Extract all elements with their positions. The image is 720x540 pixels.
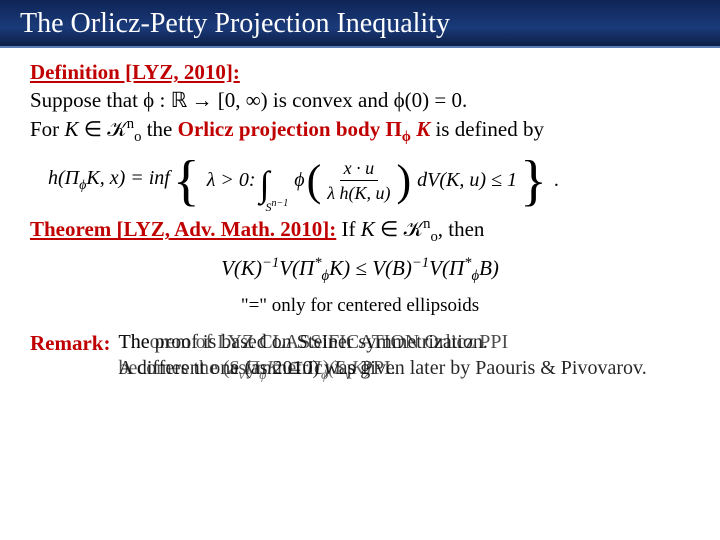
theorem-block: Theorem [LYZ, Adv. Math. 2010]: If K ∈ 𝒦… bbox=[30, 215, 690, 248]
def-in: ∈ bbox=[78, 117, 107, 141]
def-emph: Orlicz projection body Πϕ K bbox=[178, 117, 431, 141]
thm-in: ∈ bbox=[375, 217, 404, 241]
theorem-inequality: V(K)−1V(Π*ϕK) ≤ V(B)−1V(Π*ϕB) bbox=[30, 254, 690, 287]
def-K: K bbox=[64, 117, 78, 141]
frac-den: λ h(K, u) bbox=[323, 181, 394, 205]
remark-layer2a: Theorem of LYZ CLASSIFICATION Orlicz PPI bbox=[118, 331, 508, 353]
def-line2-prefix: For bbox=[30, 117, 64, 141]
int-sub: Sn−1 bbox=[265, 200, 288, 214]
fraction: x · u λ h(K, u) bbox=[323, 156, 394, 206]
lambda-cond: λ > 0: bbox=[207, 167, 256, 194]
dv-term: dV(K, u) ≤ 1 bbox=[417, 167, 517, 194]
thm-prefix: If bbox=[336, 217, 361, 241]
def-after: is defined by bbox=[430, 117, 544, 141]
def-line1-suffix: → [0, ∞) is convex and ϕ(0) = 0. bbox=[186, 88, 467, 112]
remark-label: Remark: bbox=[30, 329, 110, 357]
right-brace: } bbox=[520, 159, 547, 203]
def-line1-prefix: Suppose that ϕ : bbox=[30, 88, 171, 112]
h-lhs: h(ΠϕK, x) = inf bbox=[48, 165, 170, 196]
left-brace: { bbox=[173, 159, 200, 203]
equality-note: "=" only for centered ellipsoids bbox=[30, 293, 690, 319]
definition-label: Definition [LYZ, 2010]: bbox=[30, 60, 240, 84]
slide-header: The Orlicz-Petty Projection Inequality bbox=[0, 0, 720, 48]
definition-formula: h(ΠϕK, x) = inf { λ > 0: ∫Sn−1 ϕ ( x · u… bbox=[48, 156, 690, 206]
thm-suffix: , then bbox=[438, 217, 485, 241]
frac-num: x · u bbox=[340, 156, 379, 181]
theorem-label: Theorem [LYZ, Adv. Math. 2010]: bbox=[30, 217, 336, 241]
real-symbol: ℝ bbox=[171, 88, 187, 112]
lparen: ( bbox=[307, 163, 322, 199]
thm-K: K bbox=[361, 217, 375, 241]
phi-symbol: ϕ bbox=[294, 167, 304, 194]
slide-content: Definition [LYZ, 2010]: Suppose that ϕ :… bbox=[0, 48, 720, 385]
slide-title: The Orlicz-Petty Projection Inequality bbox=[20, 8, 450, 39]
rparen: ) bbox=[397, 163, 412, 199]
remark-block: Remark: The proof is based on Steiner sy… bbox=[30, 329, 690, 385]
def-mid: the bbox=[141, 117, 177, 141]
def-set-sup: n bbox=[127, 116, 134, 132]
remark-text: The proof is based on Steiner symmetriza… bbox=[118, 329, 690, 385]
def-set: 𝒦 bbox=[107, 117, 127, 141]
formula-period: . bbox=[554, 167, 559, 194]
thm-set: 𝒦 bbox=[404, 217, 424, 241]
definition-block: Definition [LYZ, 2010]: Suppose that ϕ :… bbox=[30, 58, 690, 148]
thm-set-sub: o bbox=[430, 230, 437, 246]
remark-formula-overlay: SνΠϕK ⊆ Πϕ(SνK) bbox=[228, 357, 371, 379]
